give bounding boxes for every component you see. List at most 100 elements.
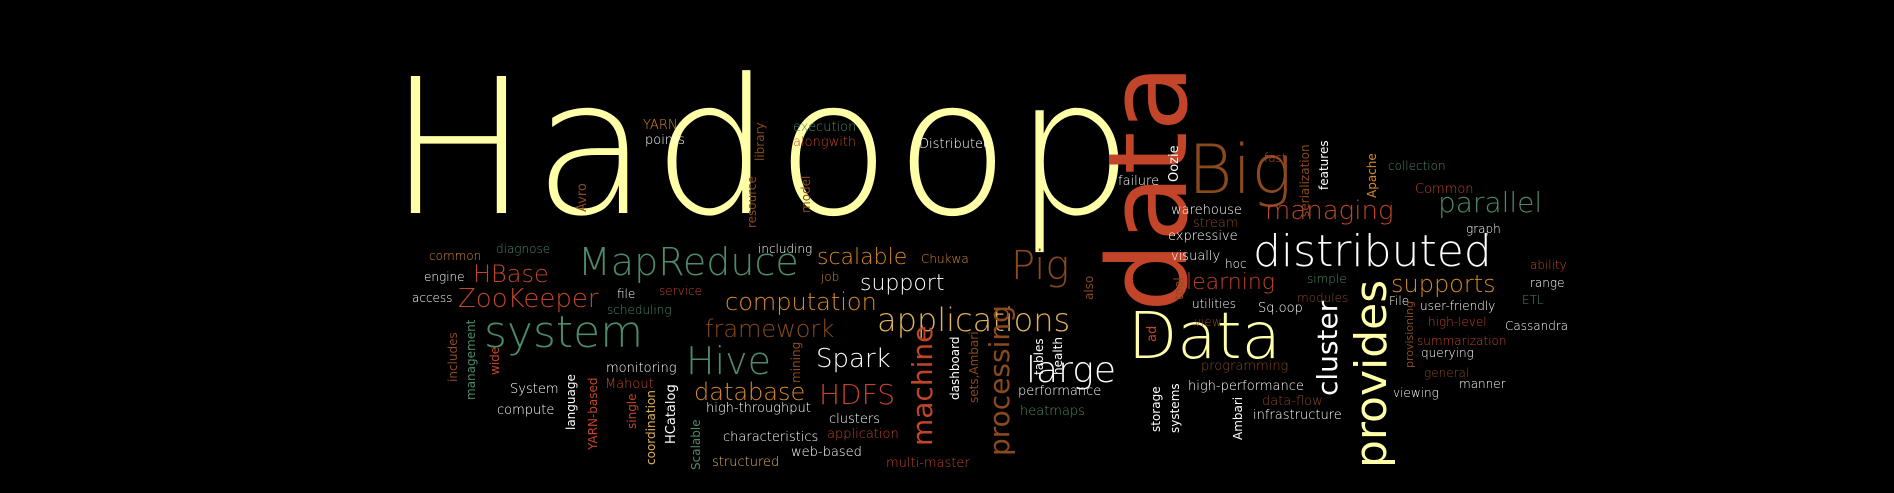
- word-management: management: [464, 319, 478, 400]
- word-warehouse: warehouse: [1171, 203, 1242, 218]
- word-chukwa: Chukwa: [921, 252, 969, 266]
- word-collection: collection: [1388, 159, 1446, 173]
- word-performance: performance: [1018, 384, 1102, 399]
- word-language: language: [564, 374, 578, 430]
- word-oozie: Oozie: [1167, 145, 1182, 182]
- word-yarn-based: YARN-based: [586, 377, 600, 450]
- word-also: also: [1082, 275, 1096, 300]
- word-distributed-small: Distributed: [919, 137, 992, 152]
- word-stream: stream: [1193, 216, 1239, 231]
- word-infrastructure: infrastructure: [1253, 408, 1342, 423]
- word-mining: mining: [789, 341, 803, 383]
- word-spark: Spark: [816, 344, 891, 374]
- word-tables: tables: [1032, 338, 1046, 375]
- word-applications: applications: [877, 301, 1071, 339]
- word-file-cap: File: [1389, 294, 1410, 308]
- word-ambari: Ambari: [1231, 396, 1245, 440]
- word-hadoop: Hadoop: [388, 39, 1138, 258]
- word-system-cap: System: [510, 382, 559, 397]
- word-high-throughput: high-throughput: [706, 401, 811, 416]
- word-learning: learning: [1186, 270, 1275, 295]
- word-engine: engine: [424, 270, 465, 284]
- word-computation: computation: [725, 288, 877, 316]
- word-scheduling: scheduling: [607, 303, 672, 317]
- word-failure: failure: [1118, 174, 1160, 189]
- word-hdfs: HDFS: [819, 378, 896, 411]
- word-distributed: distributed: [1253, 226, 1492, 277]
- word-execution: execution: [793, 120, 857, 135]
- word-provides: provides: [1346, 279, 1397, 468]
- word-includes: includes: [446, 332, 460, 382]
- word-hbase: HBase: [473, 260, 549, 288]
- word-etl: ETL: [1522, 293, 1544, 307]
- word-graph: graph: [1466, 222, 1501, 236]
- word-sets-ambari: sets,Ambari: [967, 331, 981, 403]
- word-alongwith: alongwith: [793, 135, 857, 150]
- word-supports: supports: [1391, 270, 1496, 298]
- word-user-friendly: user-friendly: [1420, 299, 1496, 313]
- word-large: large: [1026, 350, 1116, 391]
- word-characteristics: characteristics: [723, 430, 819, 445]
- word-hive: Hive: [686, 339, 771, 383]
- word-database: database: [694, 378, 806, 406]
- word-cassandra: Cassandra: [1505, 319, 1569, 333]
- word-ability: ability: [1530, 258, 1567, 272]
- word-view: view: [1194, 315, 1222, 329]
- word-modules: modules: [1297, 291, 1349, 305]
- word-tool: tool: [1172, 277, 1186, 300]
- word-cluster: cluster: [1311, 300, 1344, 396]
- word-file: file: [617, 287, 636, 301]
- word-manner: manner: [1459, 377, 1506, 391]
- word-systems: systems: [1168, 383, 1182, 433]
- word-big: Big: [1188, 131, 1293, 210]
- word-provisioning: provisioning: [1403, 300, 1416, 368]
- word-service: service: [659, 284, 702, 298]
- word-fast: fast: [1264, 151, 1287, 165]
- word-apache: Apache: [1365, 153, 1379, 198]
- word-model: model: [799, 175, 813, 213]
- word-structured: structured: [712, 455, 780, 470]
- word-serialization: serialization: [1298, 144, 1312, 217]
- word-features: features: [1317, 140, 1331, 190]
- word-diagnose: diagnose: [496, 242, 551, 256]
- word-mahout: Mahout: [605, 377, 654, 392]
- word-pig: Pig: [1011, 243, 1070, 289]
- word-wide: wide: [488, 346, 502, 375]
- word-hcatalog: HCatalog: [664, 384, 679, 444]
- word-managing: managing: [1265, 196, 1394, 226]
- word-hoc: hoc: [1225, 257, 1247, 271]
- word-access: access: [412, 291, 453, 305]
- word-high-level: high-level: [1428, 315, 1487, 329]
- word-including: including: [758, 242, 813, 256]
- word-resource: resource: [745, 176, 759, 228]
- word-job: job: [821, 270, 840, 284]
- word-sqoop: Sq.oop: [1258, 301, 1303, 316]
- word-storage: storage: [1149, 386, 1163, 432]
- word-avro: Avro: [575, 183, 590, 212]
- word-visually: visually: [1171, 249, 1221, 264]
- word-points: points: [645, 133, 685, 148]
- word-framework: framework: [705, 315, 835, 343]
- word-scalable-cap: Scalable: [689, 419, 703, 470]
- word-programming: programming: [1201, 359, 1289, 374]
- word-simple: simple: [1307, 272, 1347, 286]
- word-clusters: clusters: [829, 412, 880, 427]
- word-ad: ad: [1145, 325, 1160, 342]
- word-support: support: [860, 271, 945, 296]
- word-compute: compute: [497, 403, 555, 418]
- word-utilities: utilities: [1192, 297, 1236, 311]
- word-system: system: [484, 307, 644, 358]
- word-application: application: [827, 427, 899, 442]
- word-mapreduce: MapReduce: [578, 240, 799, 284]
- word-range: range: [1530, 276, 1565, 290]
- word-multi-master: multi-master: [886, 456, 970, 471]
- word-common-cap: Common: [1415, 182, 1474, 197]
- word-data-flow: data-flow: [1262, 394, 1323, 409]
- word-library: library: [753, 122, 767, 161]
- word-general: general: [1424, 366, 1470, 380]
- word-processing: processing: [983, 305, 1016, 456]
- word-expressive: expressive: [1168, 229, 1238, 244]
- word-querying: querying: [1421, 346, 1474, 360]
- word-scalable: scalable: [817, 245, 908, 270]
